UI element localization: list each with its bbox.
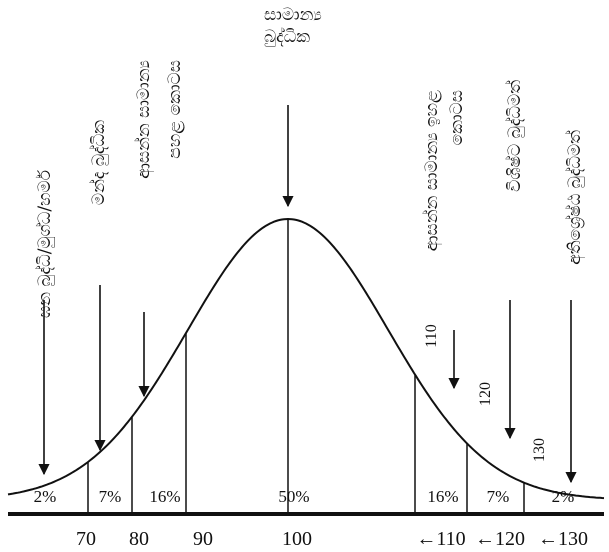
axis-tick-2: 90: [193, 528, 213, 550]
normal-distribution-curve: [7, 217, 605, 500]
axis-tick-4: ←110: [416, 528, 465, 550]
axis-tick-labels: 70 80 90 100 ←110 ←120 ←130: [76, 528, 588, 550]
category-label-0: ඝන බුද්ධි/මුග්ධ/හර්ම: [35, 169, 55, 318]
inner-value-labels: 110 120 130: [423, 324, 548, 462]
category-labels: ඝන බුද්ධි/මුග්ධ/හර්ම මන්ද බුද්ධික ආසන්න සා…: [35, 5, 586, 318]
category-label-6: අතිශ්‍රේෂ්ඨ බුද්ධිමත්: [565, 130, 586, 265]
region-percentage-1: 7%: [99, 487, 122, 506]
category-label-4-line-1: කොටස: [447, 90, 467, 145]
category-label-2-line-1: පහළ කොටස: [165, 60, 185, 159]
category-label-5: විශිෂ්ට බුද්ධිමත්: [505, 80, 525, 192]
axis-tick-5: ←120: [475, 528, 525, 550]
region-percentage-5: 7%: [487, 487, 510, 506]
category-label-4-line-0: ආසන්න සාමාන්‍ය ඉහළ: [422, 90, 443, 251]
region-percentage-labels: 2% 7% 16% 50% 16% 7% 2%: [34, 487, 575, 506]
axis-tick-1: 80: [129, 528, 149, 550]
axis-tick-0: 70: [76, 528, 96, 550]
boundary-lines: [87, 219, 525, 514]
category-label-3-line-1: බුද්ධික: [264, 27, 310, 47]
region-percentage-6: 2%: [552, 487, 575, 506]
category-label-1: මන්ද බුද්ධික: [89, 120, 109, 205]
inner-value-0: 110: [423, 324, 440, 347]
region-percentage-4: 16%: [427, 487, 458, 506]
region-percentage-0: 2%: [34, 487, 57, 506]
region-percentage-3: 50%: [278, 487, 309, 506]
inner-value-1: 120: [477, 382, 494, 406]
region-percentage-2: 16%: [149, 487, 180, 506]
axis-tick-3: 100: [282, 528, 312, 550]
category-arrows: [38, 105, 577, 484]
category-label-2-line-0: ආසන්න සාමාන්‍ය: [134, 60, 155, 179]
inner-value-2: 130: [531, 438, 548, 462]
axis-tick-6: ←130: [538, 528, 588, 550]
category-label-3-line-0: සාමාන්‍ය: [264, 5, 322, 25]
